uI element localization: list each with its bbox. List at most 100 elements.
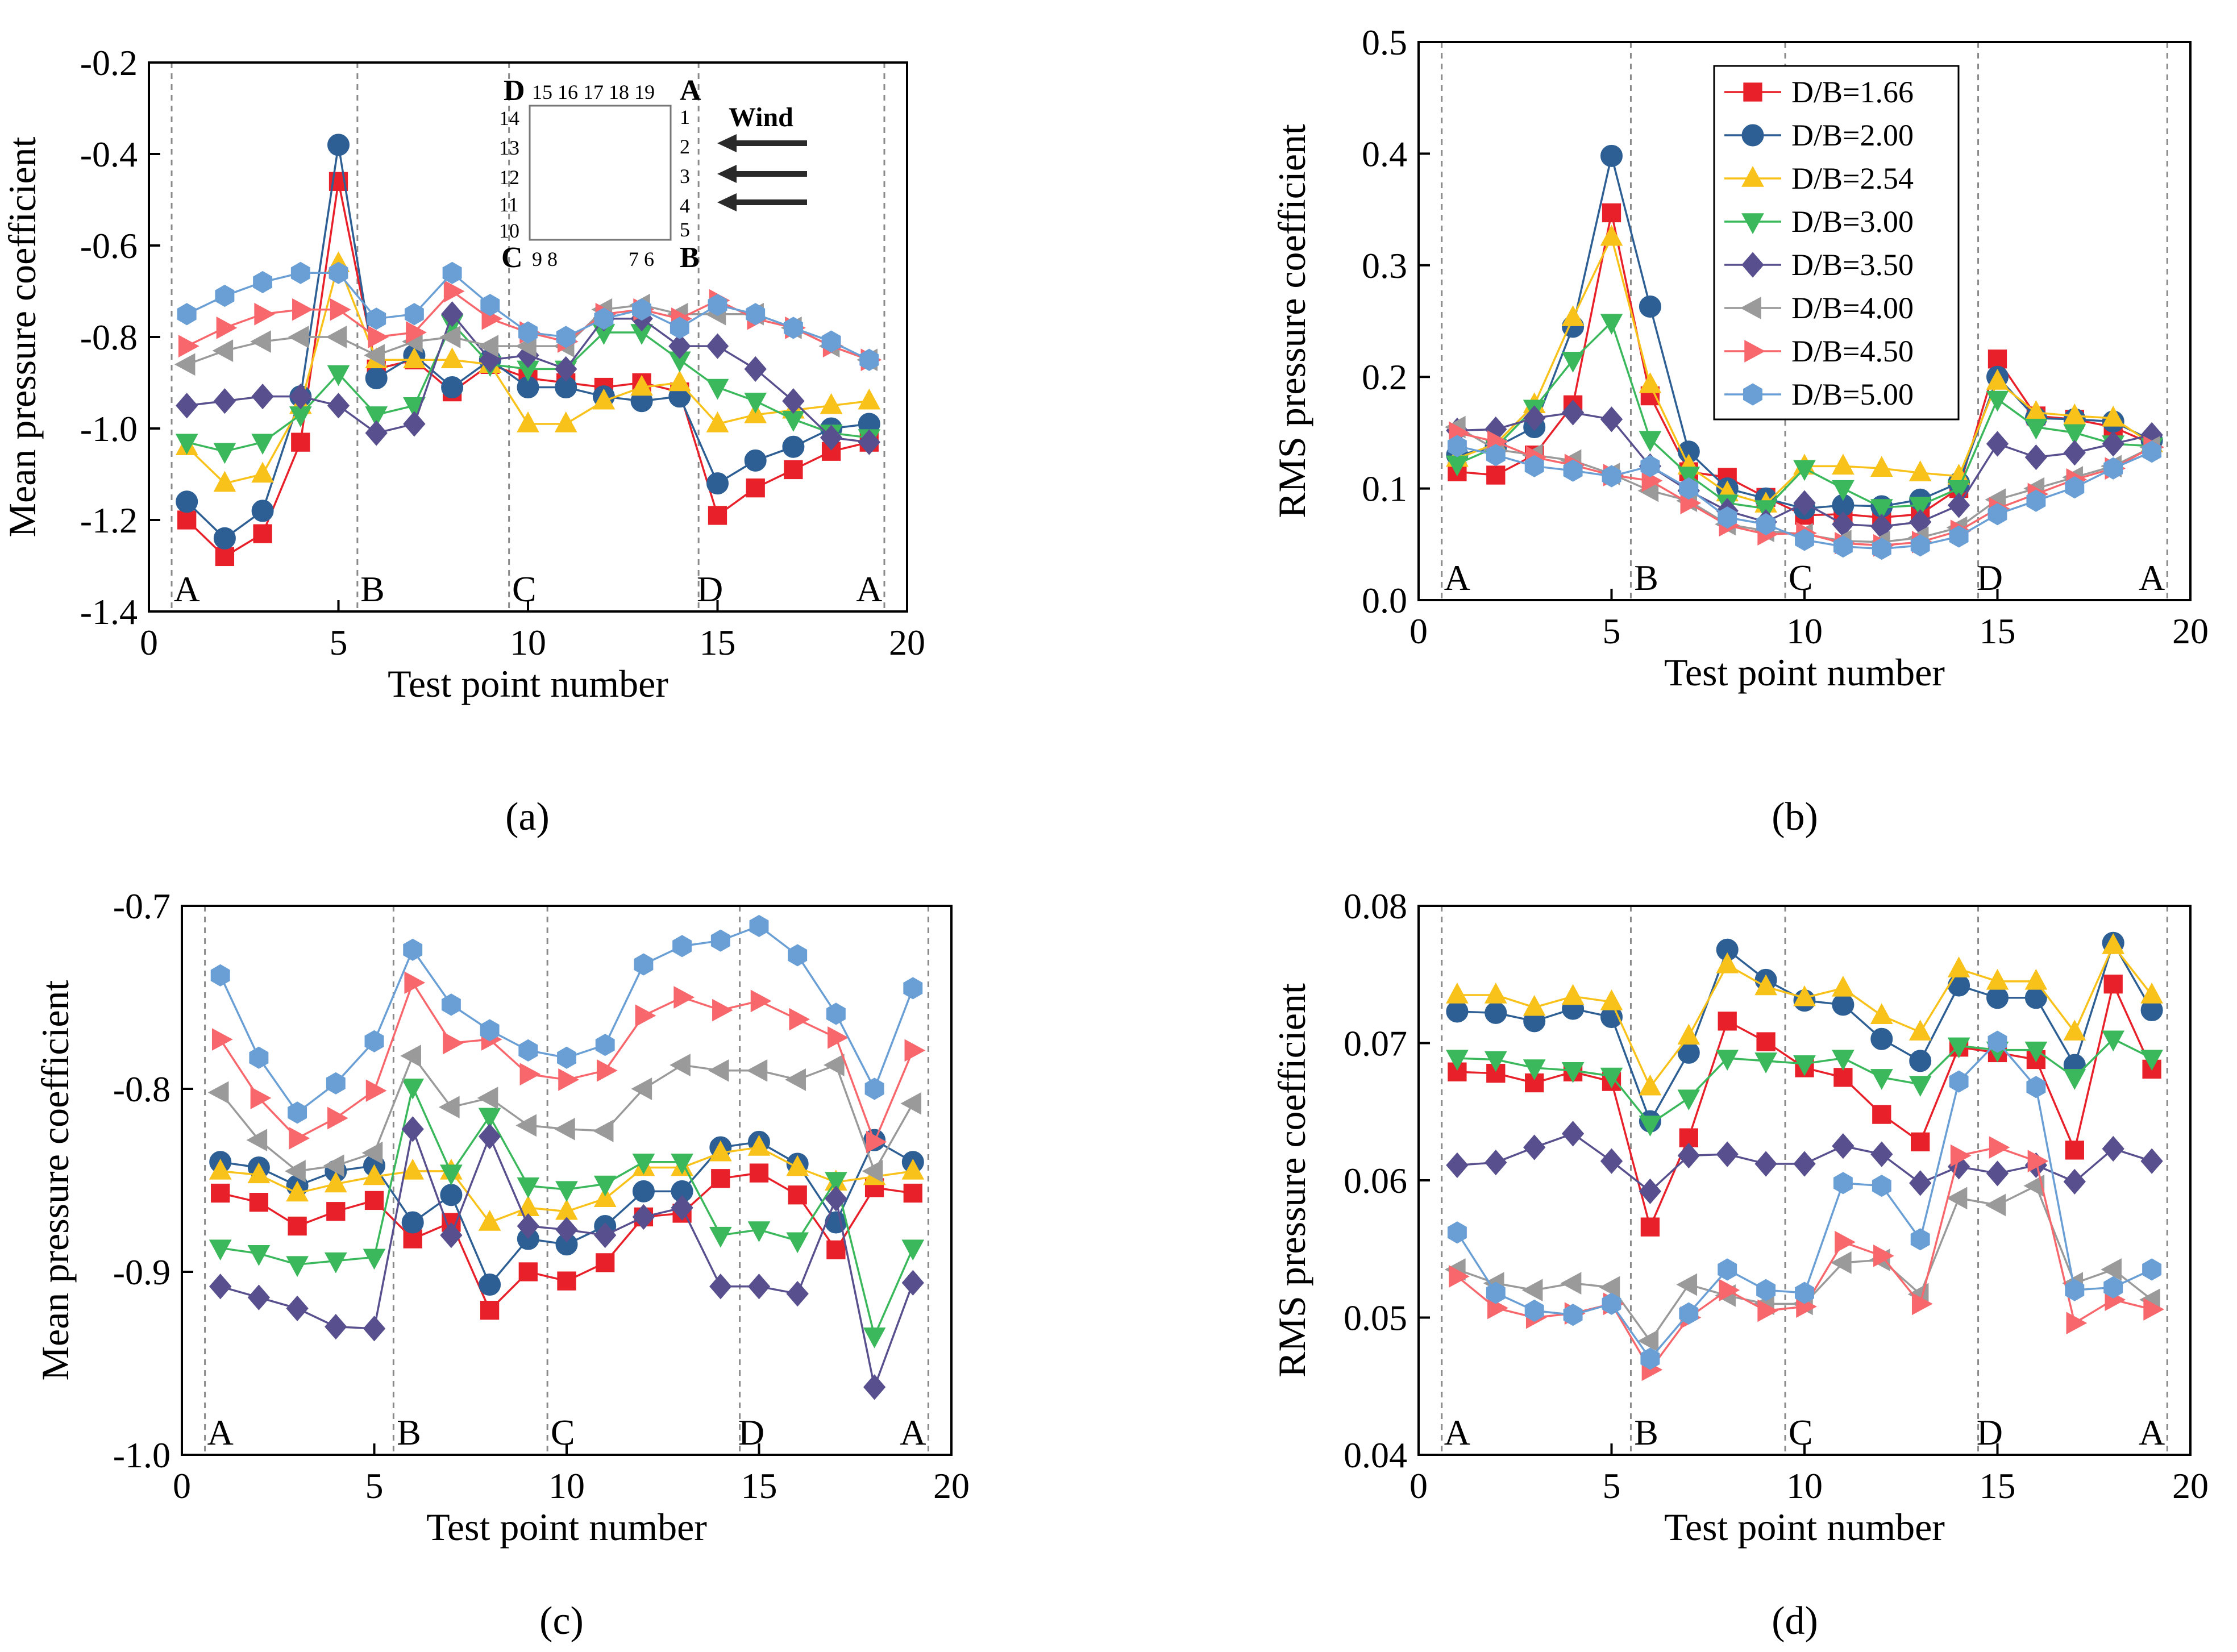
data-point — [820, 425, 843, 451]
region-label: B — [360, 569, 385, 609]
right-point-number: 5 — [680, 218, 690, 241]
data-point — [1987, 349, 2007, 369]
data-point — [744, 449, 767, 472]
data-point — [1872, 1105, 1891, 1124]
x-tick-label: 5 — [330, 622, 348, 663]
data-point — [1948, 974, 1970, 997]
data-point — [903, 977, 923, 1000]
data-point — [253, 271, 273, 293]
region-label: B — [397, 1412, 421, 1453]
wind-arrow-icon — [717, 134, 807, 152]
data-point — [327, 365, 350, 386]
region-label: A — [856, 569, 882, 609]
data-point — [2065, 476, 2085, 499]
data-point — [327, 134, 350, 156]
data-point — [478, 1108, 501, 1129]
region-label: D — [738, 1412, 764, 1453]
data-point — [1986, 369, 2009, 390]
data-point — [176, 393, 198, 419]
y-tick-label: 0.04 — [1344, 1435, 1407, 1475]
data-point — [477, 335, 499, 357]
corner-label-d: D — [504, 74, 525, 107]
data-point — [1947, 480, 1970, 501]
legend-label: D/B=4.50 — [1791, 334, 1914, 368]
data-point — [2024, 968, 2048, 990]
data-point — [1718, 506, 1737, 529]
data-point — [517, 1177, 540, 1199]
y-tick-label: 0.06 — [1344, 1160, 1407, 1201]
data-point — [900, 1092, 922, 1115]
data-point — [250, 1087, 272, 1109]
data-point — [289, 384, 312, 410]
data-point — [2024, 444, 2048, 471]
data-point — [632, 1154, 655, 1175]
data-point — [632, 1204, 655, 1230]
data-point — [1987, 503, 2007, 526]
data-point — [858, 429, 880, 455]
data-point — [786, 1232, 809, 1254]
data-point — [1833, 535, 1853, 558]
data-point — [288, 1216, 307, 1236]
data-point — [1757, 1299, 1779, 1322]
right-point-number: 1 — [680, 106, 690, 128]
data-point — [441, 993, 461, 1016]
legend-marker — [1740, 297, 1761, 319]
region-label: C — [512, 569, 537, 609]
data-point — [517, 411, 539, 432]
data-point — [2102, 405, 2125, 427]
data-point — [1754, 974, 1777, 996]
y-axis-title: RMS pressure coefficient — [1270, 124, 1313, 518]
data-point — [440, 1184, 463, 1206]
data-point — [1911, 1292, 1933, 1316]
region-label: A — [207, 1412, 234, 1453]
data-point — [1561, 1121, 1585, 1147]
data-point — [2065, 1141, 2084, 1160]
y-tick-label: 0.2 — [1362, 357, 1407, 397]
data-point — [785, 1068, 806, 1091]
data-point — [670, 1054, 691, 1076]
data-point — [1523, 1134, 1546, 1160]
series-line — [1457, 940, 2153, 1124]
data-point — [592, 388, 616, 410]
data-point — [364, 344, 385, 367]
series-D/B=2.54 — [1446, 933, 2163, 1096]
panel-label: (c) — [539, 1599, 584, 1643]
series-D/B=4.50 — [1449, 1136, 2165, 1381]
series-D/B=3.50 — [1446, 400, 2163, 539]
data-point — [1600, 1148, 1623, 1174]
data-point — [557, 1046, 576, 1069]
data-point — [1989, 1136, 2010, 1159]
series-D/B=5.00 — [210, 914, 923, 1124]
data-point — [213, 527, 236, 550]
data-point — [749, 1163, 769, 1183]
region-label: C — [1789, 1412, 1813, 1453]
data-point — [825, 1185, 847, 1212]
data-point — [1986, 987, 2009, 1009]
x-tick-label: 0 — [1409, 611, 1428, 651]
data-point — [443, 1031, 464, 1055]
region-label: B — [1634, 1412, 1658, 1453]
data-point — [706, 378, 729, 400]
top-point-numbers: 15 16 17 18 19 — [532, 81, 655, 103]
data-point — [443, 280, 465, 303]
data-point — [2026, 489, 2046, 512]
corner-label-a: A — [680, 74, 701, 107]
data-point — [327, 1106, 348, 1130]
data-point — [901, 1270, 924, 1296]
data-point — [671, 1154, 693, 1175]
data-point — [788, 944, 808, 967]
right-point-number: 2 — [680, 135, 690, 158]
data-point — [286, 1295, 309, 1322]
data-point — [750, 989, 772, 1013]
data-point — [1911, 1132, 1930, 1152]
data-point — [401, 1116, 424, 1142]
y-tick-label: -1.4 — [80, 592, 138, 632]
data-point — [2102, 1030, 2125, 1052]
data-point — [325, 1313, 347, 1340]
data-point — [1637, 1329, 1659, 1353]
region-label: A — [900, 1412, 926, 1453]
data-point — [670, 317, 689, 339]
legend-item: D/B=5.00 — [1724, 377, 1914, 411]
data-point — [1908, 460, 1932, 481]
